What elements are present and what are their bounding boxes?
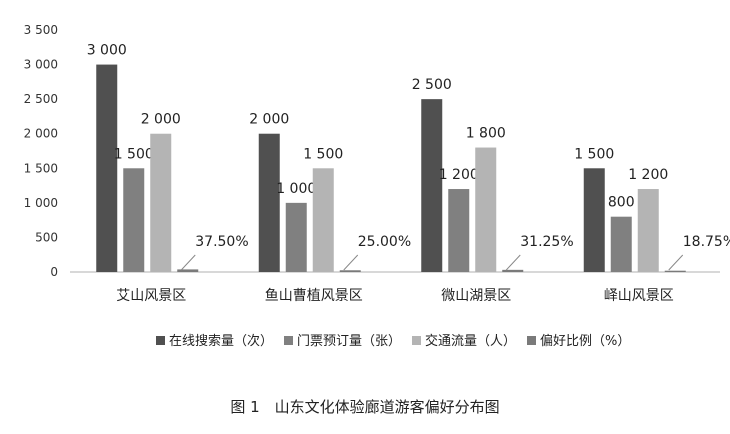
y-tick-label: 500 — [35, 230, 58, 244]
y-tick-label: 3 500 — [24, 23, 58, 37]
bar-2 — [610, 216, 632, 272]
bar-2 — [285, 202, 307, 272]
leader-line — [505, 254, 521, 271]
category-label: 艾山风景区 — [116, 288, 186, 304]
y-tick-label: 0 — [50, 265, 58, 279]
data-label: 1 500 — [303, 146, 343, 162]
leader-line — [180, 254, 196, 271]
bar-1 — [96, 64, 118, 272]
leader-line — [668, 254, 684, 271]
figure-caption: 图 1 山东文化体验廊道游客偏好分布图 — [230, 398, 500, 416]
data-label: 2 500 — [412, 77, 452, 93]
data-label: 1 800 — [466, 126, 506, 142]
legend-label: 门票预订量（张） — [297, 334, 401, 349]
bar-3 — [150, 133, 172, 272]
bar-3 — [475, 147, 497, 272]
data-label: 1 200 — [628, 167, 668, 183]
bar-4 — [664, 270, 686, 272]
data-label: 18.75% — [683, 234, 730, 250]
bar-1 — [583, 168, 605, 272]
data-label: 2 000 — [249, 112, 289, 128]
data-label: 25.00% — [358, 234, 411, 250]
data-label: 1 500 — [114, 146, 154, 162]
bar-2 — [123, 168, 145, 272]
leader-line — [343, 254, 359, 271]
y-tick-label: 1 500 — [24, 161, 58, 175]
category-label: 鱼山曹植风景区 — [265, 287, 363, 304]
legend-label: 在线搜索量（次） — [169, 333, 273, 349]
y-tick-label: 2 000 — [24, 127, 58, 141]
data-label: 1 000 — [276, 181, 316, 197]
bar-chart: 0 500 1 000 1 500 2 000 2 500 3 000 3 500 3 000 1… — [24, 23, 730, 349]
bar-2 — [448, 189, 470, 272]
data-label: 31.25% — [520, 234, 573, 250]
category-label: 峄山风景区 — [604, 288, 674, 304]
y-tick-label: 3 000 — [24, 58, 58, 72]
y-tick-label: 1 000 — [24, 196, 58, 210]
category-label: 微山湖景区 — [441, 288, 511, 304]
legend-label: 交通流量（人） — [425, 333, 516, 349]
data-label: 1 200 — [439, 167, 479, 183]
data-label: 3 000 — [87, 43, 127, 59]
bar-4 — [502, 269, 524, 272]
legend-label: 偏好比例（%） — [540, 334, 630, 349]
bar-4 — [339, 270, 361, 272]
bar-1 — [258, 133, 280, 272]
data-label: 2 000 — [141, 112, 181, 128]
bar-4 — [177, 269, 199, 272]
bar-3 — [637, 189, 659, 272]
legend-swatch — [412, 336, 421, 345]
legend-swatch — [527, 336, 536, 345]
data-label: 1 500 — [574, 146, 614, 162]
legend-swatch — [284, 336, 293, 345]
bar-3 — [312, 168, 334, 272]
bar-1 — [421, 99, 443, 273]
legend-swatch — [156, 336, 165, 345]
data-label: 37.50% — [195, 234, 248, 250]
data-label: 800 — [608, 195, 635, 211]
y-tick-label: 2 500 — [24, 92, 58, 106]
